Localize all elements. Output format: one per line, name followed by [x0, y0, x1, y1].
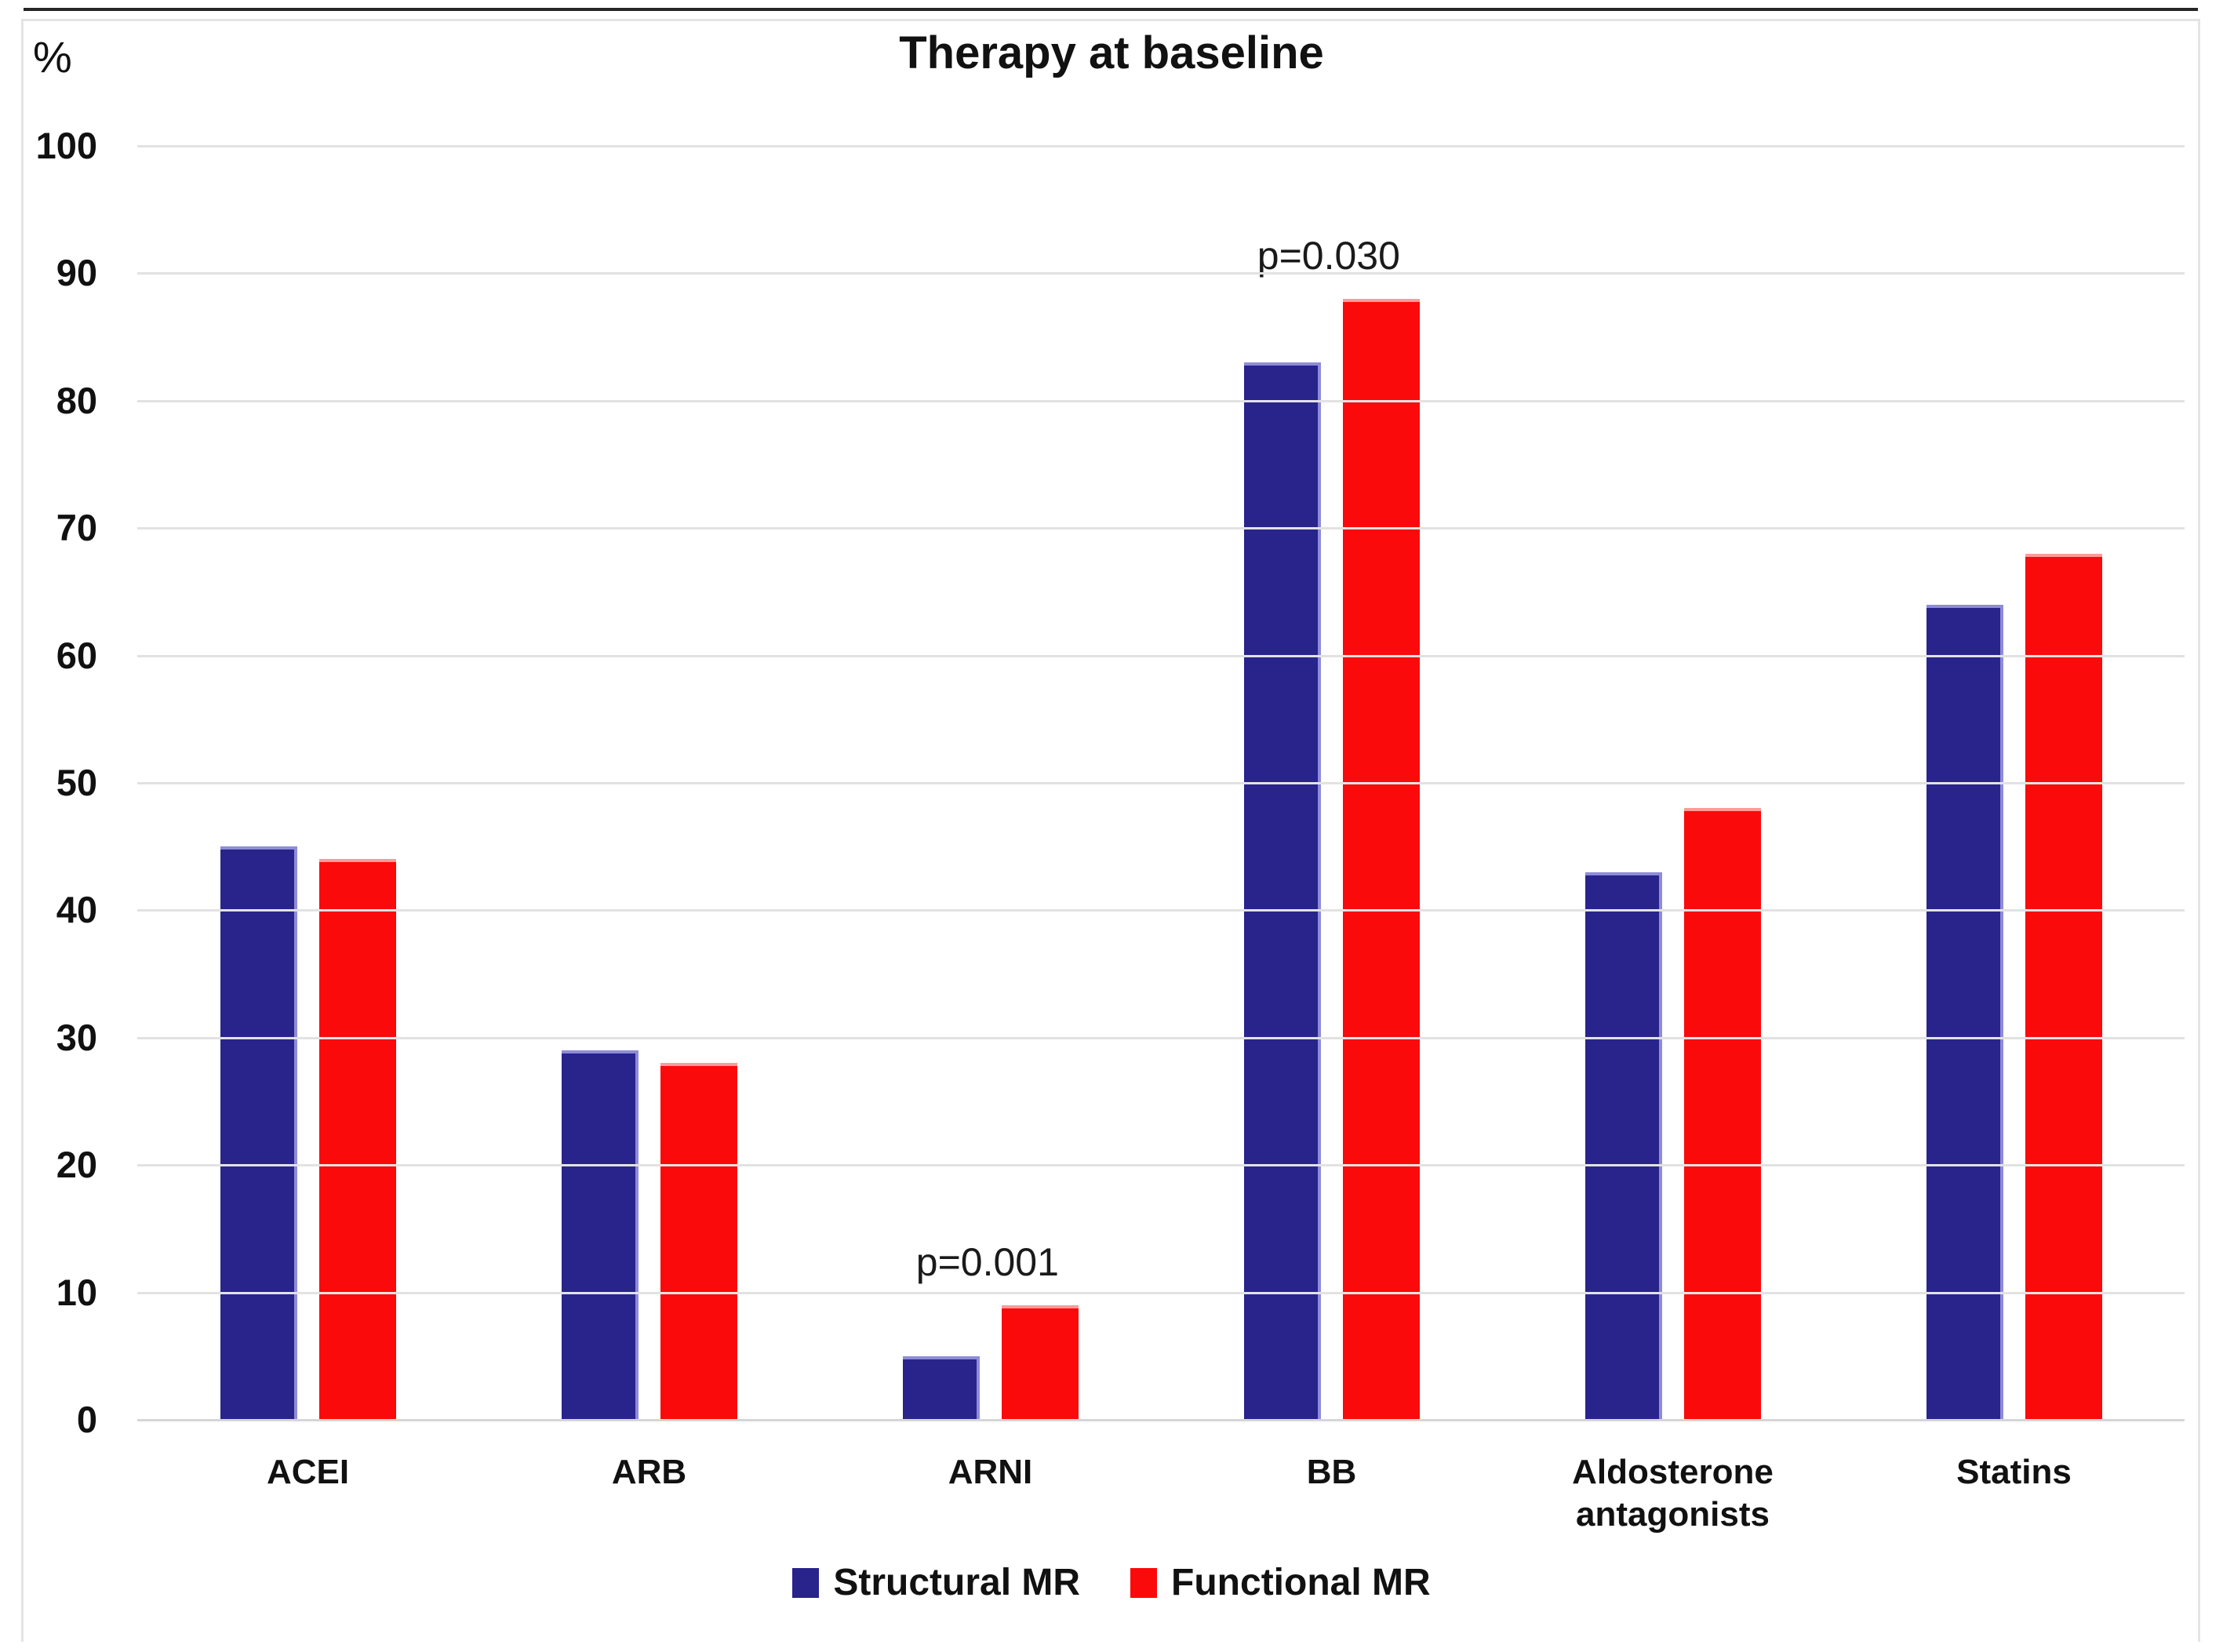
x-axis-labels: ACEI ARB ARNI BB Aldosterone antagonists Stat…	[137, 1451, 2185, 1536]
y-tick-label-0: 0	[76, 1399, 97, 1440]
gridline-0	[137, 1419, 2185, 1421]
y-axis-unit-label: %	[33, 32, 72, 82]
x-axis-label-Statins: Statins	[1956, 1453, 2072, 1491]
legend-item-Structural MR: Structural MR	[792, 1561, 1080, 1604]
gridline-10	[137, 1291, 2185, 1294]
y-tick-label-20: 20	[56, 1144, 97, 1186]
gridline-40	[137, 909, 2185, 912]
bar-Structural MR-ARNI	[902, 1355, 980, 1420]
bar-Functional MR-ARNI	[1001, 1304, 1079, 1420]
p-value-annotation-BB: p=0.030	[1257, 233, 1400, 278]
y-tick-label-90: 90	[56, 252, 97, 294]
bar-Functional MR-ARB	[660, 1063, 737, 1420]
y-tick-label-50: 50	[56, 762, 97, 803]
bar-group-ACEI	[137, 146, 478, 1420]
y-tick-label-70: 70	[56, 507, 97, 549]
legend-label: Structural MR	[833, 1562, 1081, 1603]
legend: Structural MR Functional MR	[0, 1561, 2223, 1604]
x-axis-label-BB: BB	[1306, 1453, 1357, 1491]
x-axis-label-Aldosterone antagonists: Aldosterone antagonists	[1572, 1453, 1774, 1534]
bar-Structural MR-ACEI	[220, 846, 297, 1420]
gridline-30	[137, 1036, 2185, 1039]
legend-item-Functional MR: Functional MR	[1130, 1561, 1431, 1604]
x-axis-label-ARNI: ARNI	[948, 1453, 1033, 1491]
bar-group-ARB	[478, 146, 820, 1420]
bar-Functional MR-BB	[1342, 298, 1420, 1420]
y-tick-label-10: 10	[56, 1271, 97, 1313]
bar-Functional MR-Aldosterone antagonists	[1683, 808, 1761, 1420]
bar-Functional MR-Statins	[2025, 553, 2102, 1420]
bar-group-BB: p=0.030	[1161, 146, 1502, 1420]
x-axis-label-ACEI: ACEI	[266, 1453, 350, 1491]
bar-groups-container: p=0.001 p=0.030	[137, 146, 2185, 1420]
legend-swatch-Structural MR	[792, 1567, 820, 1598]
gridline-80	[137, 399, 2185, 402]
top-border-rule	[24, 8, 2198, 11]
legend-label: Functional MR	[1171, 1562, 1431, 1603]
legend-swatch-Functional MR	[1130, 1567, 1158, 1598]
bar-Structural MR-Statins	[1926, 604, 2003, 1420]
gridline-60	[137, 654, 2185, 657]
bar-group-Statins	[1843, 146, 2185, 1420]
bar-Structural MR-ARB	[561, 1050, 639, 1420]
gridline-100	[137, 145, 2185, 147]
plot-area: p=0.001 p=0.030	[137, 145, 2185, 1421]
bar-group-ARNI: p=0.001	[820, 146, 1161, 1420]
y-tick-label-60: 60	[56, 634, 97, 676]
y-tick-label-40: 40	[56, 889, 97, 931]
x-axis-label-ARB: ARB	[611, 1453, 687, 1491]
chart-frame	[21, 19, 2200, 1642]
gridline-20	[137, 1164, 2185, 1167]
bar-Functional MR-ACEI	[318, 859, 396, 1420]
gridline-70	[137, 527, 2185, 530]
gridline-90	[137, 272, 2185, 275]
p-value-annotation-ARNI: p=0.001	[915, 1239, 1059, 1284]
bar-Structural MR-BB	[1243, 362, 1321, 1420]
bar-Structural MR-Aldosterone antagonists	[1584, 871, 1662, 1420]
chart-title: Therapy at baseline	[899, 27, 1324, 78]
gridline-50	[137, 782, 2185, 784]
y-tick-label-100: 100	[35, 125, 97, 166]
y-tick-label-80: 80	[56, 379, 97, 421]
y-tick-label-30: 30	[56, 1016, 97, 1058]
